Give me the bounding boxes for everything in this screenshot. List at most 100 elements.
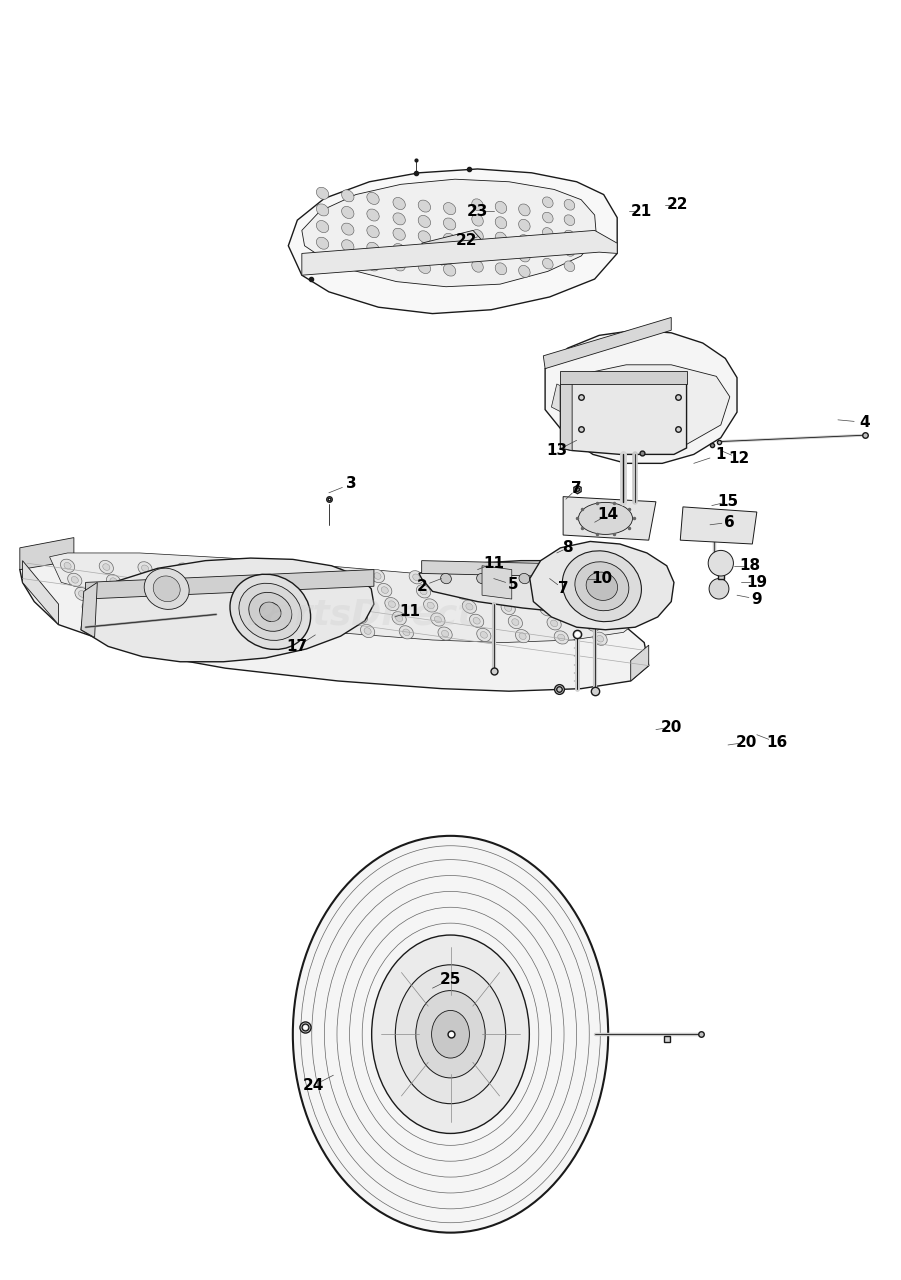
- Ellipse shape: [314, 609, 329, 622]
- Ellipse shape: [564, 200, 575, 210]
- Ellipse shape: [462, 600, 477, 613]
- Ellipse shape: [75, 588, 89, 600]
- Ellipse shape: [325, 626, 332, 634]
- Text: 2: 2: [416, 579, 427, 594]
- Ellipse shape: [578, 503, 633, 535]
- Ellipse shape: [378, 584, 392, 596]
- Ellipse shape: [525, 575, 540, 588]
- Polygon shape: [50, 553, 640, 643]
- Polygon shape: [560, 378, 572, 451]
- Ellipse shape: [448, 572, 462, 585]
- Ellipse shape: [443, 248, 456, 261]
- Ellipse shape: [540, 603, 554, 616]
- Ellipse shape: [403, 628, 410, 636]
- Text: 21: 21: [631, 204, 652, 219]
- Ellipse shape: [542, 259, 553, 269]
- Ellipse shape: [198, 605, 213, 618]
- Ellipse shape: [174, 632, 188, 645]
- Ellipse shape: [244, 621, 259, 634]
- Ellipse shape: [316, 187, 329, 200]
- Ellipse shape: [341, 223, 354, 236]
- Ellipse shape: [106, 575, 121, 588]
- Text: 25: 25: [440, 972, 461, 987]
- Polygon shape: [545, 330, 737, 463]
- Ellipse shape: [393, 212, 405, 225]
- Ellipse shape: [68, 573, 82, 586]
- Polygon shape: [81, 558, 374, 662]
- Ellipse shape: [316, 204, 329, 216]
- Text: 13: 13: [546, 443, 568, 458]
- Ellipse shape: [519, 234, 530, 247]
- Text: 18: 18: [739, 558, 760, 573]
- Ellipse shape: [532, 589, 547, 602]
- Ellipse shape: [342, 585, 350, 593]
- Ellipse shape: [515, 630, 530, 643]
- Text: 1: 1: [715, 447, 726, 462]
- Ellipse shape: [501, 602, 515, 614]
- Ellipse shape: [341, 206, 354, 219]
- Ellipse shape: [497, 590, 505, 598]
- Ellipse shape: [562, 550, 642, 622]
- Ellipse shape: [431, 613, 445, 626]
- Ellipse shape: [393, 197, 405, 210]
- Ellipse shape: [472, 244, 483, 257]
- Ellipse shape: [346, 596, 360, 609]
- Ellipse shape: [248, 623, 255, 631]
- Ellipse shape: [519, 250, 530, 262]
- Ellipse shape: [575, 593, 582, 600]
- Text: 20: 20: [735, 735, 757, 750]
- Ellipse shape: [399, 626, 414, 639]
- Text: 8: 8: [562, 540, 573, 556]
- Ellipse shape: [265, 582, 272, 590]
- Ellipse shape: [472, 229, 483, 242]
- Ellipse shape: [418, 246, 431, 259]
- Ellipse shape: [191, 591, 205, 604]
- Ellipse shape: [367, 209, 379, 221]
- Ellipse shape: [353, 611, 368, 623]
- Ellipse shape: [536, 591, 543, 599]
- Ellipse shape: [496, 201, 506, 214]
- Text: 23: 23: [467, 204, 488, 219]
- Ellipse shape: [466, 603, 473, 611]
- Ellipse shape: [138, 562, 152, 575]
- Ellipse shape: [427, 602, 434, 609]
- Polygon shape: [543, 317, 671, 369]
- Ellipse shape: [64, 562, 71, 570]
- Ellipse shape: [89, 616, 104, 628]
- Ellipse shape: [443, 202, 456, 215]
- Polygon shape: [551, 384, 584, 420]
- Ellipse shape: [496, 216, 506, 229]
- Text: 11: 11: [483, 556, 505, 571]
- Ellipse shape: [441, 630, 449, 637]
- Ellipse shape: [393, 228, 405, 241]
- Ellipse shape: [443, 264, 456, 276]
- Ellipse shape: [103, 563, 110, 571]
- Text: 22: 22: [667, 197, 688, 212]
- Ellipse shape: [350, 599, 357, 607]
- Text: 17: 17: [287, 639, 308, 654]
- Ellipse shape: [237, 607, 251, 620]
- Ellipse shape: [360, 625, 375, 637]
- Ellipse shape: [494, 588, 508, 600]
- Ellipse shape: [230, 593, 244, 605]
- Ellipse shape: [596, 635, 604, 643]
- Ellipse shape: [477, 573, 487, 584]
- Text: 3: 3: [346, 476, 357, 492]
- Polygon shape: [631, 645, 649, 681]
- Ellipse shape: [93, 618, 100, 626]
- Ellipse shape: [296, 570, 304, 577]
- Ellipse shape: [177, 563, 191, 576]
- Ellipse shape: [418, 230, 431, 243]
- Ellipse shape: [472, 214, 483, 227]
- Text: 5: 5: [508, 577, 519, 593]
- Ellipse shape: [341, 189, 354, 202]
- Polygon shape: [302, 230, 617, 275]
- Text: 10: 10: [591, 571, 613, 586]
- Text: 9: 9: [751, 591, 762, 607]
- Ellipse shape: [290, 636, 305, 649]
- Ellipse shape: [519, 632, 526, 640]
- Ellipse shape: [441, 573, 451, 584]
- Polygon shape: [557, 365, 730, 448]
- Ellipse shape: [307, 595, 322, 608]
- Ellipse shape: [316, 237, 329, 250]
